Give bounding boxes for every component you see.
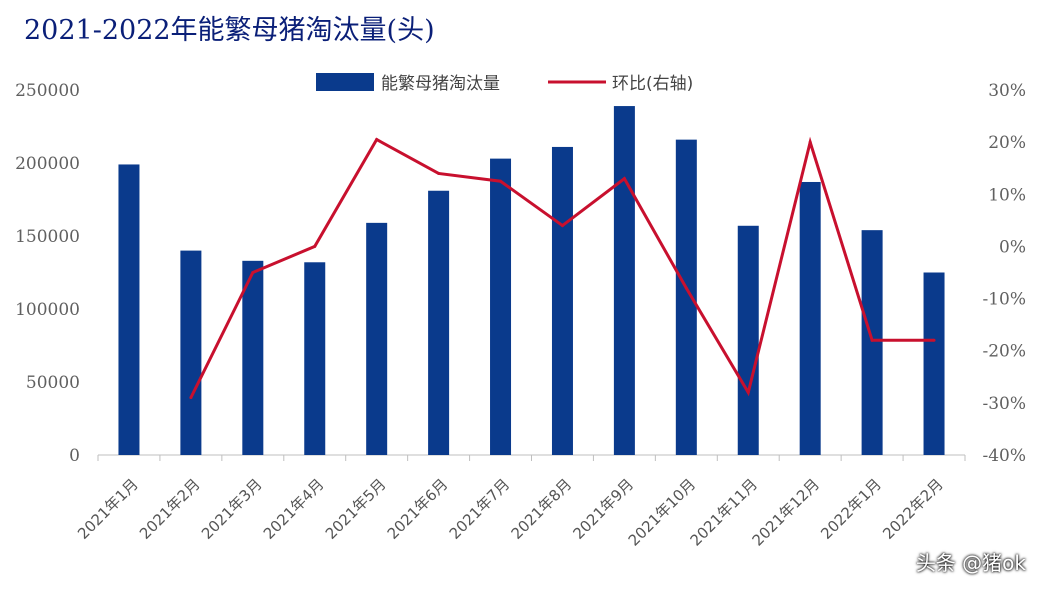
y-tick-label: 200000 xyxy=(15,154,80,174)
x-tick-label: 2021年9月 xyxy=(570,475,638,543)
line-point xyxy=(560,224,564,228)
x-tick-label: 2021年5月 xyxy=(322,475,390,543)
bar xyxy=(613,106,635,455)
y2-tick-label: -40% xyxy=(982,446,1026,466)
line-point xyxy=(437,171,441,175)
bar xyxy=(180,250,202,455)
y-tick-label: 250000 xyxy=(15,81,80,101)
line-point xyxy=(499,179,503,183)
y2-tick-label: -20% xyxy=(982,342,1026,362)
bars xyxy=(118,106,945,456)
x-tick-label: 2021年4月 xyxy=(260,475,328,543)
x-tick-label: 2021年1月 xyxy=(74,475,142,543)
watermark: 头条 @猪ok xyxy=(915,551,1026,575)
line-point xyxy=(746,390,750,394)
bar xyxy=(799,181,821,456)
x-tick-label: 2022年2月 xyxy=(879,475,947,543)
y2-tick-label: 10% xyxy=(988,185,1026,205)
legend-label-bar: 能繁母猪淘汰量 xyxy=(381,74,500,94)
y-tick-label: 50000 xyxy=(26,373,80,393)
line-point xyxy=(189,396,193,400)
bar xyxy=(366,222,388,455)
bar xyxy=(737,225,759,455)
chart-title: 2021-2022年能繁母猪淘汰量(头) xyxy=(24,15,435,46)
line-point xyxy=(684,286,688,290)
bar xyxy=(304,262,326,455)
axes xyxy=(97,454,966,461)
bar xyxy=(490,158,512,455)
x-tick-label: 2021年6月 xyxy=(384,475,452,543)
line-point xyxy=(932,338,936,342)
y2-tick-label: 0% xyxy=(999,237,1026,257)
legend-label-line: 环比(右轴) xyxy=(612,74,693,94)
legend: 能繁母猪淘汰量 环比(右轴) xyxy=(316,73,693,94)
x-tick-label: 2022年1月 xyxy=(817,475,885,543)
y2-tick-label: -10% xyxy=(982,290,1026,310)
bar xyxy=(923,272,945,455)
line-point xyxy=(870,338,874,342)
y-tick-label: 100000 xyxy=(15,300,80,320)
line-point xyxy=(313,244,317,248)
x-tick-label: 2021年3月 xyxy=(198,475,266,543)
y-tick-label: 0 xyxy=(69,446,80,466)
y2-tick-label: 20% xyxy=(988,133,1026,153)
bar xyxy=(551,146,573,455)
legend-swatch-bar xyxy=(316,73,374,91)
y-tick-label: 150000 xyxy=(15,227,80,247)
line-point xyxy=(808,140,812,144)
line-series xyxy=(189,136,936,400)
bar xyxy=(675,139,697,455)
y2-tick-label: 30% xyxy=(988,81,1026,101)
x-tick-label: 2021年7月 xyxy=(446,475,514,543)
x-tick-label: 2021年12月 xyxy=(749,475,823,549)
line-point xyxy=(251,271,255,274)
bar xyxy=(428,190,450,456)
bar xyxy=(118,164,140,455)
bar xyxy=(242,260,264,455)
line-point xyxy=(622,177,626,181)
line-point xyxy=(375,138,379,142)
y2-tick-label: -30% xyxy=(982,394,1026,414)
x-tick-label: 2021年8月 xyxy=(508,475,576,543)
bar xyxy=(861,230,883,455)
x-tick-label: 2021年2月 xyxy=(136,475,204,543)
